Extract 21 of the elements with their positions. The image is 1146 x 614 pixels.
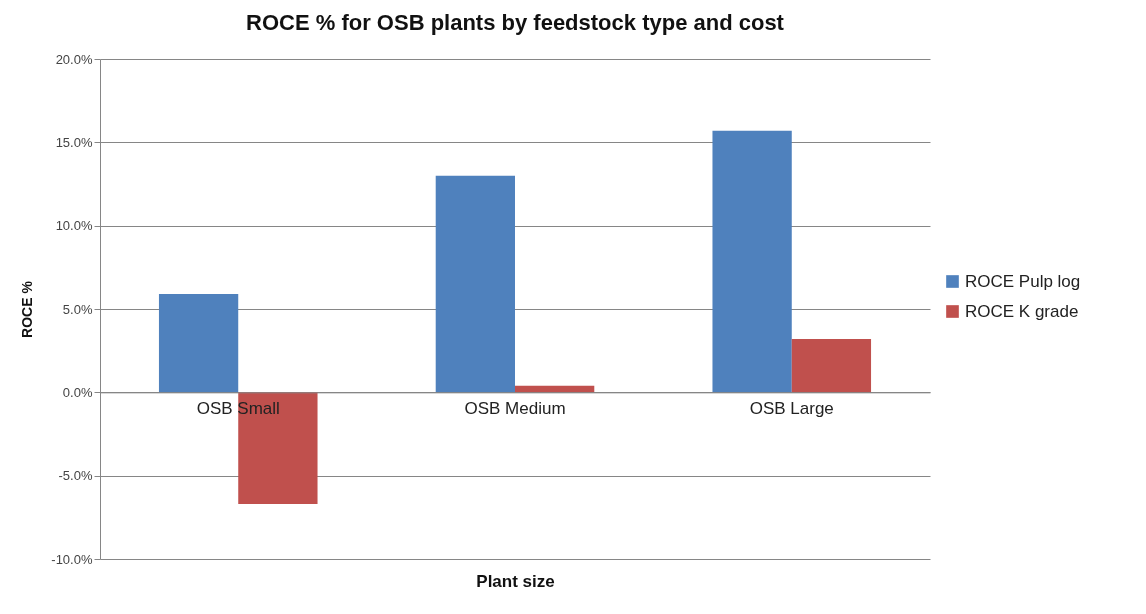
y-tick-label: 20.0% — [55, 51, 93, 67]
x-tick-label: OSB Medium — [464, 398, 566, 418]
y-tick-label: 5.0% — [62, 301, 93, 317]
chart-title: ROCE % for OSB plants by feedstock type and cost — [246, 10, 785, 35]
y-tick-label: 15.0% — [55, 134, 93, 150]
bar — [791, 339, 872, 393]
bar — [515, 385, 595, 393]
bar — [435, 175, 515, 393]
legend-label: ROCE Pulp log — [965, 271, 1081, 291]
bar — [238, 392, 318, 504]
y-tick-label: 10.0% — [55, 218, 93, 234]
legend-label: ROCE K grade — [965, 301, 1079, 321]
bar — [712, 130, 792, 393]
y-tick-label: -5.0% — [58, 468, 93, 484]
y-tick-label: 0.0% — [62, 384, 93, 400]
y-axis-title: ROCE % — [19, 280, 36, 338]
bar — [158, 294, 239, 393]
y-tick-label: -10.0% — [51, 551, 93, 567]
x-tick-label: OSB Small — [196, 398, 280, 418]
x-tick-label: OSB Large — [749, 398, 834, 418]
x-axis-title: Plant size — [476, 571, 555, 591]
